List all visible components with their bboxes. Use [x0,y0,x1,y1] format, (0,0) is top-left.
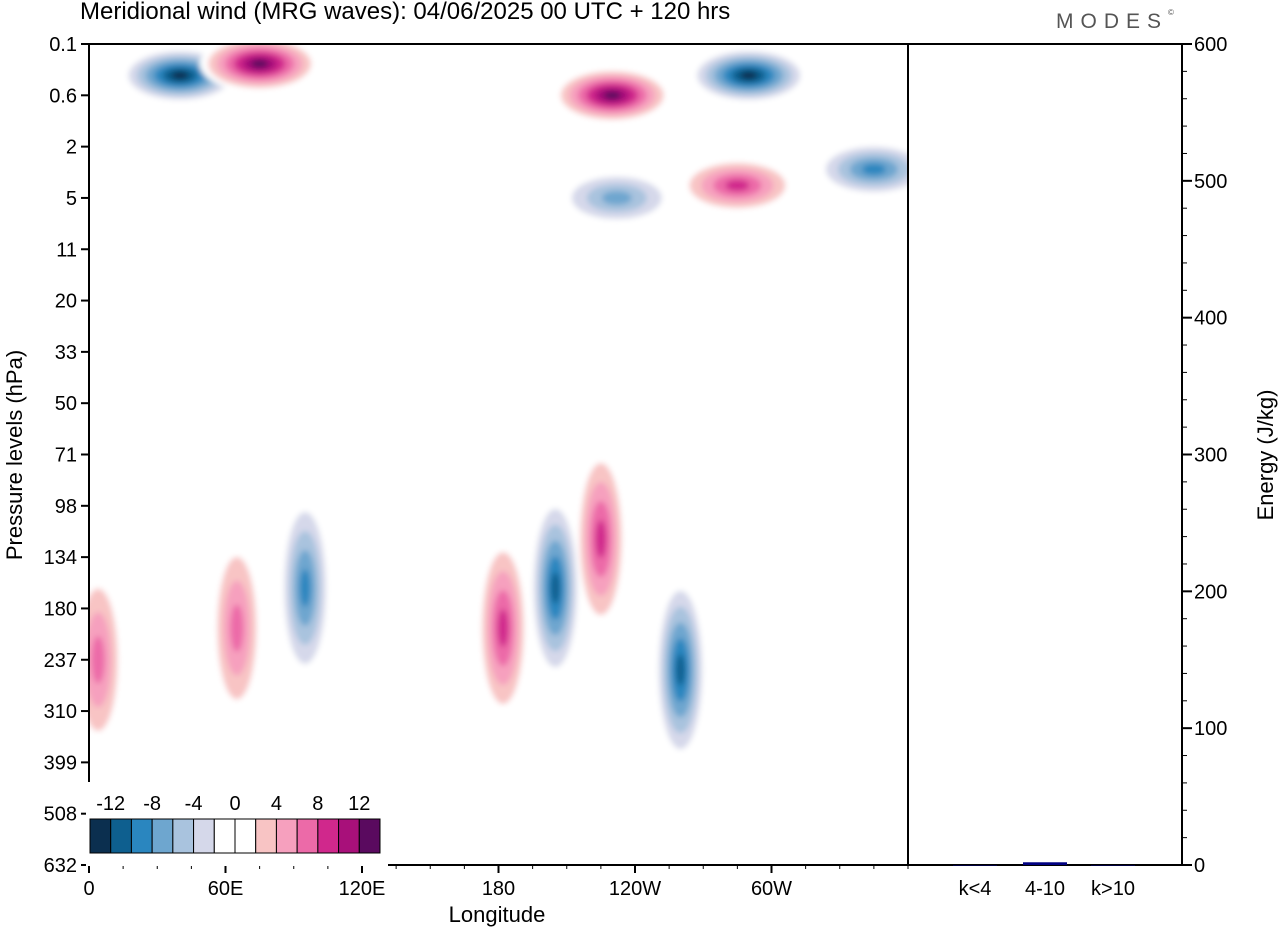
chart-title: Meridional wind (MRG waves): 04/06/2025 … [80,0,731,25]
energy-tick-label: 100 [1194,718,1227,740]
energy-axis: 0 100 200 300 400 500 600 [1182,34,1227,877]
logo-mark: © [1168,8,1174,17]
energy-tick-label: 600 [1194,34,1227,56]
x-tick-label: 120W [609,878,661,900]
energy-tick-label: 200 [1194,581,1227,603]
contour-band-10-5 [551,572,560,604]
colorbar-label: 12 [348,793,370,815]
colorbar-label: -12 [96,793,125,815]
wind-field [89,44,908,765]
y-tick-label: 2 [66,137,77,159]
energy-category-label: k>10 [1091,878,1135,900]
modes-logo: MODES© [1056,8,1174,34]
y-tick-label: 11 [56,239,77,261]
contour-band-8-3 [230,604,244,652]
energy-bar-1 [1023,862,1067,865]
contour-band-0-6 [171,71,189,80]
colorbar-label: -4 [185,793,203,815]
y-tick-label: 0.6 [49,85,77,107]
contour-band-7-4 [299,568,311,607]
y-tick-label: 5 [66,188,77,210]
colorbar-swatch [130,818,153,854]
energy-category-label: 4-10 [1025,878,1065,900]
energy-tick-label: 0 [1194,855,1205,877]
y-tick-label: 237 [44,650,77,672]
contour-band-11-4 [595,520,607,559]
x-tick-label: 180 [482,878,515,900]
y-tick-label: 20 [55,291,77,313]
colorbar-swatch [234,818,257,854]
colorbar-swatch [172,818,195,854]
contour-band-3-6 [740,71,758,80]
colorbar-swatch [317,818,340,854]
energy-category-label: k<4 [959,878,992,900]
y-tick-label: 33 [55,342,77,364]
y-tick-label: 310 [44,701,77,723]
contour-band-12-5 [676,654,685,686]
contour-fill-group [89,44,908,765]
colorbar-label: -8 [143,793,161,815]
y-tick-label: 98 [55,496,77,518]
logo-text: MODES [1056,10,1169,33]
y-tick-label: 399 [44,752,77,774]
y-tick-label: 0.1 [49,34,77,56]
colorbar-swatch [275,818,298,854]
x-tick-label: 60E [208,878,244,900]
contour-band-1-6 [251,59,269,68]
colorbar-label: 0 [229,793,240,815]
colorbar-swatch [213,818,236,854]
colorbar-swatch [193,818,215,854]
y-axis-title: Pressure levels (hPa) [2,350,27,560]
colorbar-label: 4 [271,793,282,815]
colorbar-swatch [358,818,381,854]
contour-band-9-4 [497,609,509,648]
energy-tick-label: 500 [1194,171,1227,193]
colorbar-swatch [255,818,277,854]
energy-bar-0 [953,865,997,866]
energy-bars: k<4 4-10 k>10 [953,862,1135,900]
colorbar-swatch [338,818,360,854]
y-tick-label: 134 [44,547,77,569]
colorbar: -12 -8 -4 0 4 8 12 [86,782,388,866]
y-tick-label: 50 [55,393,77,415]
main-plot-frame [88,43,909,866]
contour-band-2-6 [603,91,621,100]
colorbar-swatch [296,818,319,854]
contour-band-13-3 [91,636,105,684]
longitude-axis: 0 60E 120E 180 120W 60W [83,865,909,900]
colorbar-label: 8 [312,793,323,815]
x-axis-title: Longitude [449,902,546,927]
x-tick-label: 60W [751,878,792,900]
y-tick-label: 508 [44,804,77,826]
energy-bar-2 [1091,865,1135,866]
contour-band-5-4 [725,179,750,192]
energy-axis-title: Energy (J/kg) [1253,390,1278,521]
contour-band-6-3 [601,190,632,205]
colorbar-swatch [151,818,174,854]
y-tick-label: 71 [55,445,77,467]
x-tick-label: 0 [83,878,94,900]
y-tick-label: 180 [44,598,77,620]
energy-plot-frame [907,43,1183,866]
colorbar-swatch [110,818,132,854]
contour-band-4-4 [861,163,886,175]
pressure-axis: 0.1 0.6 2 5 11 20 33 50 71 98 134 180 237 310 399 508 63… [44,34,89,877]
energy-tick-label: 300 [1194,445,1227,467]
x-tick-label: 120E [339,878,386,900]
energy-tick-label: 400 [1194,308,1227,330]
y-tick-label: 632 [44,855,77,877]
colorbar-swatch [89,818,112,854]
